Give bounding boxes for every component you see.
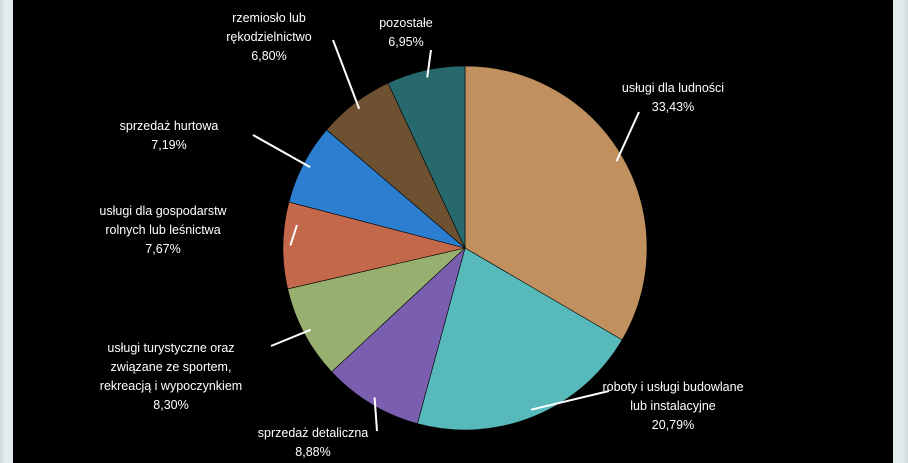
leader-line-6 xyxy=(332,39,361,110)
pie-chart: usługi dla ludności 33,43% roboty i usługi… xyxy=(99,11,743,459)
leader-lines xyxy=(252,39,640,432)
slice-label-1: roboty i usługi budowlane lub instalacyjn… xyxy=(602,380,743,432)
leader-line-1 xyxy=(530,390,610,411)
pie-slice-7 xyxy=(387,65,466,249)
slice-label-3: usługi turystyczne oraz związane ze sport… xyxy=(100,341,242,412)
leader-line-3 xyxy=(270,328,311,347)
slice-label-6: rzemiosło lub rękodzielnictwo 6,80% xyxy=(226,11,312,63)
slice-label-7: pozostałe 6,95% xyxy=(379,16,433,49)
leader-line-4 xyxy=(289,224,298,246)
pie-slice-1 xyxy=(417,247,623,431)
slice-label-4: usługi dla gospodarstw rolnych lub leśnic… xyxy=(99,204,227,256)
slice-label-5: sprzedaż hurtowa 7,19% xyxy=(120,119,219,152)
slice-label-0: usługi dla ludności 33,43% xyxy=(622,81,724,114)
leader-line-7 xyxy=(426,49,432,78)
slice-label-2: sprzedaż detaliczna 8,88% xyxy=(258,426,369,459)
data-labels: usługi dla ludności 33,43% roboty i usługi… xyxy=(99,11,743,459)
chart-area: usługi dla ludności 33,43% roboty i usługi… xyxy=(13,0,893,463)
pie-slices xyxy=(282,65,648,431)
leader-line-0 xyxy=(615,111,640,162)
leader-line-5 xyxy=(252,134,311,168)
pie-slice-2 xyxy=(331,247,466,425)
pie-slice-0 xyxy=(464,65,648,341)
leader-line-2 xyxy=(373,397,378,432)
